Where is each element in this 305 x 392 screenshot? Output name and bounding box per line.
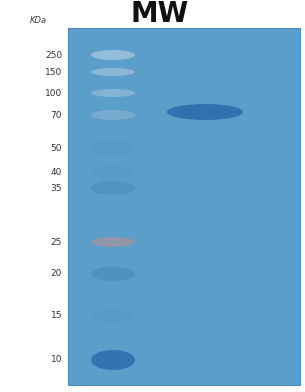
Text: 10: 10	[51, 356, 62, 365]
Ellipse shape	[91, 181, 135, 195]
Text: 70: 70	[51, 111, 62, 120]
Ellipse shape	[91, 68, 135, 76]
Ellipse shape	[91, 237, 135, 247]
Text: 150: 150	[45, 67, 62, 76]
Ellipse shape	[91, 267, 135, 281]
Ellipse shape	[91, 310, 135, 322]
Text: 35: 35	[51, 183, 62, 192]
Ellipse shape	[91, 50, 135, 60]
Ellipse shape	[91, 141, 135, 155]
Ellipse shape	[167, 104, 243, 120]
Text: MW: MW	[131, 0, 189, 28]
Ellipse shape	[91, 89, 135, 97]
Text: 250: 250	[45, 51, 62, 60]
Text: 100: 100	[45, 89, 62, 98]
Text: 25: 25	[51, 238, 62, 247]
Text: KDa: KDa	[30, 16, 47, 25]
Bar	[68, 28, 300, 385]
Text: 40: 40	[51, 167, 62, 176]
Ellipse shape	[91, 166, 135, 178]
Text: 15: 15	[51, 312, 62, 321]
Ellipse shape	[91, 350, 135, 370]
Text: 50: 50	[51, 143, 62, 152]
Ellipse shape	[91, 110, 135, 120]
Text: 20: 20	[51, 270, 62, 278]
